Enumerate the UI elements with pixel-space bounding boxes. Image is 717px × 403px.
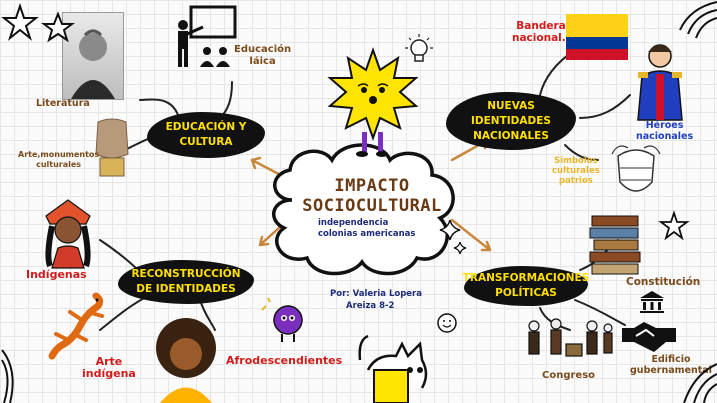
sculpture-bust-icon [95,118,129,177]
label-laica-line-2: láica [249,56,276,67]
handshake-icon [622,322,676,352]
label-heroes-line-1: Héroes [645,120,684,131]
corner-swirl-left-icon [1,349,14,403]
label-constitucion: Constitución [626,276,701,288]
title-line-1: IMPACTO [334,176,410,196]
label-literatura: Literatura [36,98,90,109]
colombia-flag-icon [566,14,628,60]
branch-identities-line-3: NACIONALES [473,129,549,142]
branch-national-identities: NUEVAS IDENTIDADES NACIONALES [446,92,576,150]
congress-figures-icon [528,318,613,357]
label-edificio-gubernamental: Edificio gubernamental [630,354,712,376]
stars-doodle-icon [1,2,75,43]
star-doodle-icon [658,210,690,241]
label-edificio-line-1: Edificio [651,354,691,365]
lizard-art-icon [48,292,104,360]
label-congreso: Congreso [542,370,596,381]
line-literatura [139,98,179,116]
author-line-2: Areiza 8-2 [346,301,395,311]
subtitle-line-2: colonias americanas [318,229,416,239]
subtitle-line-1: independencia [318,218,389,228]
label-arte-indigena-line-1: Arte [95,355,123,368]
branch-identities-line-1: NUEVAS [487,99,535,112]
label-arte-monumentos: Arte,monumentos culturales [18,150,99,170]
label-simbolos-line-1: Simbolos [554,156,598,166]
sun-character-icon [327,46,419,157]
label-heroes-nacionales: Héroes nacionales [636,120,693,142]
label-simbolos-line-2: culturales [552,166,600,176]
purple-monster-icon [261,297,303,342]
branch-reconstruction-line-2: DE IDENTIDADES [136,283,236,295]
branch-reconstruction-line-1: RECONSTRUCCIÓN [131,268,241,280]
line-edificio [574,299,626,326]
title-line-2: SOCIOCULTURAL [302,196,442,216]
branch-transformations-line-2: POLÍTICAS [495,287,557,299]
label-indigenas: Indígenas [26,268,87,281]
branch-identities-line-2: IDENTIDADES [471,114,551,127]
branch-education-line-1: EDUCACIÓN Y [165,121,247,133]
branch-transformations-line-1: TRANSFORMACIONES [462,272,590,284]
label-edificio-line-2: gubernamental [630,365,712,376]
corner-swirl-icon [679,1,717,39]
lightbulb-icon [405,34,433,62]
branch-political-transformations: TRANSFORMACIONES POLÍTICAS [462,266,590,306]
label-simbolos-line-3: patrios [558,176,593,186]
government-building-icon [640,291,664,313]
branch-education-culture: EDUCACIÓN Y CULTURA [147,112,265,158]
author-line-1: Por: Valeria Lopera [330,289,422,299]
line-heroes [579,94,631,119]
center-title: IMPACTO SOCIOCULTURAL [292,176,452,216]
arrow-trans [450,218,492,252]
label-laica-line-1: Educación [234,44,292,55]
sparkle-icon [439,219,467,255]
teacher-board-icon [178,5,237,67]
corner-swirl-bottom-icon [683,363,717,403]
label-arte-line-2: culturales [36,160,82,169]
afro-descendant-figure-icon [156,318,216,403]
center-cloud [272,143,455,276]
center-subtitle: independencia colonias americanas [318,218,415,240]
indigenous-figure-icon [45,199,91,269]
label-arte-indigena-line-2: indígena [82,367,136,380]
label-simbolos-patrios: Simbolos culturales patrios [552,156,600,186]
constitution-books-icon [589,215,641,275]
author-credit: Por: Valeria Lopera Areiza 8-2 [330,288,422,312]
label-heroes-line-2: nacionales [636,131,694,142]
line-simbolos [564,144,599,161]
label-bandera-line-2: nacional. [512,32,566,44]
cat-doodle-icon [358,334,428,403]
label-educacion-laica: Educación láica [234,44,291,68]
smiley-icon [437,313,457,333]
label-bandera-line-1: Bandera [516,20,566,32]
coat-of-arms-icon [611,145,661,192]
label-bandera-nacional: Bandera nacional. [512,20,566,44]
portrait-photo [62,12,124,100]
branch-reconstruction-identities: RECONSTRUCCIÓN DE IDENTIDADES [118,260,254,304]
national-hero-figure-icon [637,44,683,121]
label-afrodescendientes: Afrodescendientes [226,354,343,367]
portrait-figure-icon [71,29,115,99]
label-arte-line-1: Arte,monumentos [18,150,100,159]
branch-education-line-2: CULTURA [179,136,233,148]
label-arte-indigena: Arte indígena [82,356,136,380]
